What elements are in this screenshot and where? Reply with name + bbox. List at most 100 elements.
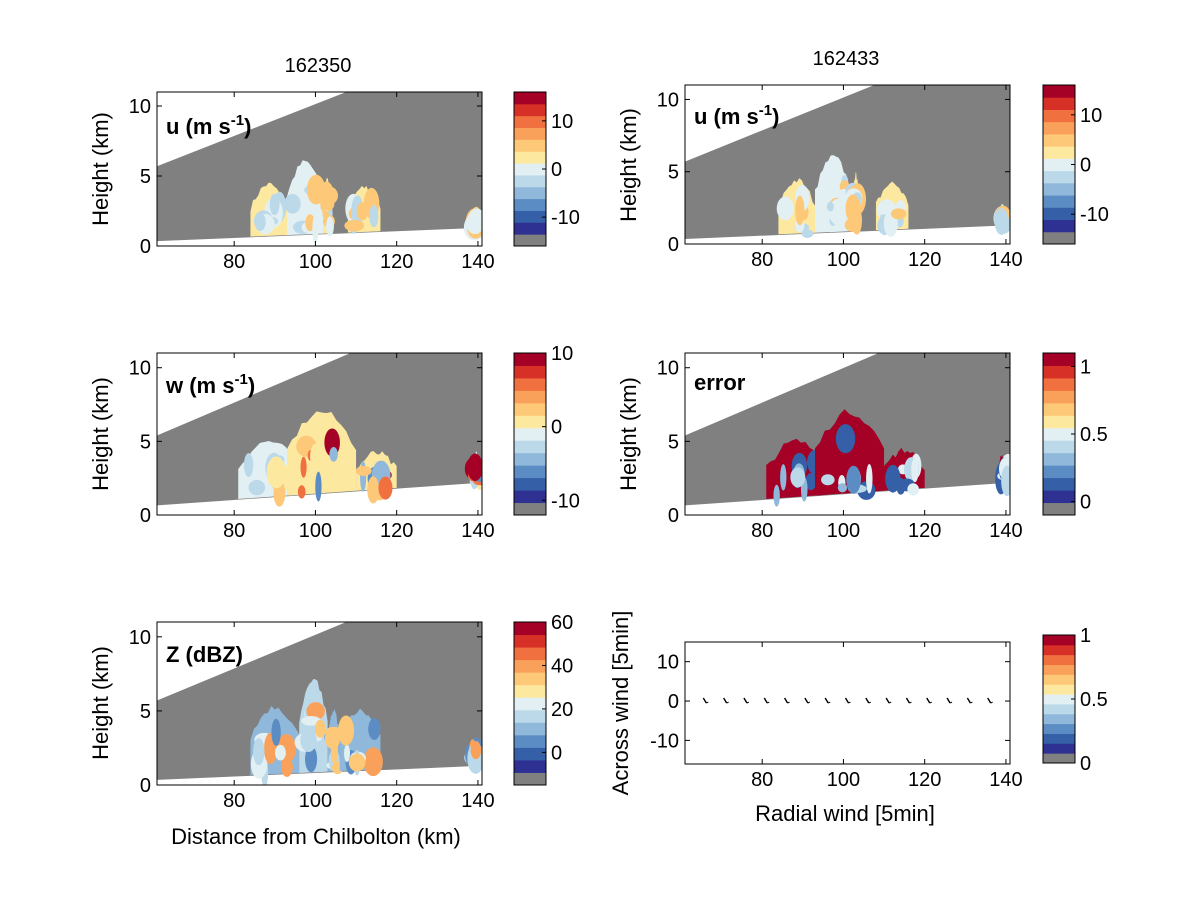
echo-texture [465,212,482,235]
inset-label-superscript: -1 [759,102,772,119]
echo-texture [816,184,829,206]
colorbar-bin [1043,170,1075,184]
echo-texture [284,193,301,214]
echo-texture [306,702,325,721]
colorbar-bin [514,697,546,711]
colorbar-bin [514,103,546,117]
echo-texture [274,744,286,761]
colorbar-tick-label: 0.5 [1080,689,1108,711]
colorbar-bin [514,198,546,211]
echo-texture [356,202,369,221]
colorbar-bin [514,490,546,504]
colorbar-bin [514,390,546,404]
wind-arrow [824,697,829,704]
colorbar-tick-label: 20 [551,699,573,721]
y-tick-label: 0 [668,505,679,527]
y-tick-label: 0 [668,691,679,713]
colorbar-bin [1043,231,1075,245]
echo-texture [348,753,366,772]
colorbar-bin [514,402,546,416]
colorbar-bin [514,234,546,247]
wind-arrow [702,697,707,704]
colorbar-tick-label: 0 [551,742,562,764]
colorbar-u_162433: 10 0 -10 [1042,84,1109,245]
colorbar-bin [1043,353,1075,366]
panel-Z: 80 100 120 140 0 5 10 Height (km) Z (dBZ) 60 40 20 0 [88,612,573,812]
echo-texture [780,464,787,491]
inset-label: w (m s-1) [165,371,255,398]
colorbar-bin [1043,644,1075,656]
colorbar-bin [1043,684,1075,695]
inset-label-text: u (m s [166,114,231,139]
echo-texture [996,215,1010,234]
colorbar-bin [1043,502,1075,516]
colorbar-bin [514,377,546,391]
colorbar-bin [1043,97,1075,110]
x-tick-label: 120 [908,520,941,542]
colorbar-bin [514,672,546,686]
echo-texture [467,453,482,482]
wind-arrow [966,697,971,704]
echo-texture [795,195,805,226]
colorbar-quiver: 10.50 [1042,625,1108,775]
colorbar-bin [514,759,546,773]
colorbar-bin [1043,490,1075,504]
echo-texture [773,484,780,507]
plot-area-Z [157,622,482,785]
x-tick-label: 100 [299,520,332,542]
echo-texture [1001,465,1010,497]
echo-texture [805,473,817,491]
colorbar-bin [514,127,546,140]
colorbar-bin [514,174,546,188]
y-axis-label: Height (km) [88,646,113,760]
y-tick-label: 0 [140,505,151,527]
wind-arrow-head [746,701,750,704]
wind-arrow [844,697,850,704]
colorbar-bin [514,210,546,223]
echo-texture [314,719,326,738]
y-tick-label: 5 [140,701,151,723]
axes-frame [156,621,483,786]
colorbar-frame [513,352,547,516]
plot-area-u_162350 [157,92,482,244]
colorbar-bin [514,734,546,748]
echo-texture [367,476,380,504]
wind-arrow-head [868,701,872,704]
echo-texture [300,456,307,478]
colorbar-tick-label: 0.5 [1080,424,1108,446]
colorbar-bin [1043,158,1075,172]
colorbar-tick-label: -10 [551,490,580,512]
echo-texture [368,718,381,740]
echo-texture [365,764,379,775]
colorbar-bin [514,415,546,429]
inset-label-close: ) [772,104,779,129]
y-tick-label: 0 [140,236,151,258]
x-tick-label: 80 [223,520,245,542]
colorbar-bin [514,722,546,736]
y-tick-label: 5 [140,166,151,188]
colorbar-bin [514,622,546,636]
colorbar-bin [1043,723,1075,734]
y-tick-label: 10 [129,358,151,380]
colorbar-bin [1043,635,1075,646]
echo-texture [846,465,861,494]
echo-texture [266,456,286,489]
colorbar-bin [1043,664,1075,675]
echo-texture [845,194,861,223]
colorbar-bin [1043,377,1075,391]
x-tick-label: 140 [989,769,1022,791]
x-tick-label: 80 [751,520,773,542]
colorbar-bin [514,186,546,200]
colorbar-bin [514,139,546,152]
colorbar-bin [1043,133,1075,147]
echo-texture [301,716,321,726]
colorbar-bin [514,452,546,466]
colorbar-tick-label: 10 [551,343,573,365]
wind-arrow-head [787,701,790,704]
echo-texture [329,447,338,462]
wind-arrow-head [909,701,912,704]
colorbar-bin [1043,427,1075,441]
